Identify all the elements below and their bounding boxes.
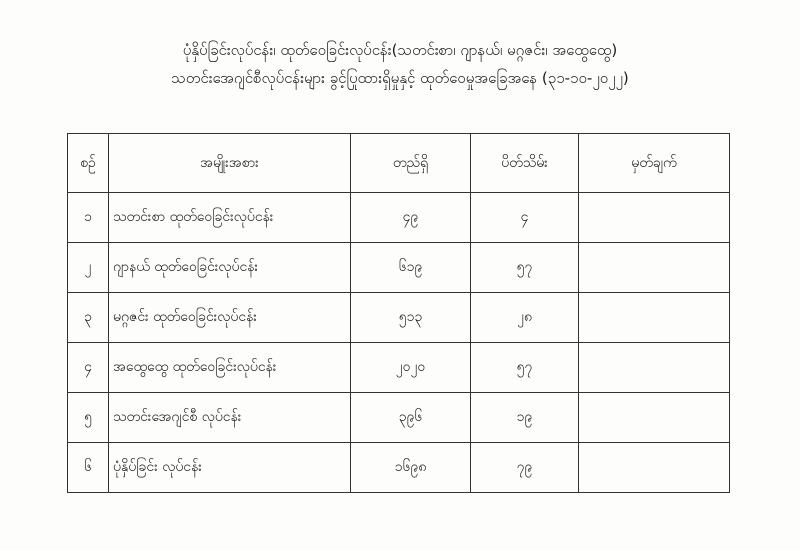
header-no: စဉ် (67, 133, 109, 193)
cell-remark (578, 292, 730, 343)
document-title-line-2: သတင်းအေဂျင်စီလုပ်ငန်းများ ခွင့်ပြုထားရှိ… (171, 69, 629, 87)
cell-type: ဂျာနယ် ထုတ်ဝေခြင်းလုပ်ငန်း (108, 242, 351, 293)
cell-remark (578, 442, 730, 493)
cell-existing: ၄၉ (350, 192, 471, 243)
cell-type: မဂ္ဂဇင်း ထုတ်ဝေခြင်းလုပ်ငန်း (108, 292, 351, 343)
table-header-row: စဉ် အမျိုးအစား တည်ရှိ ပိတ်သိမ်း မှတ်ချက် (67, 133, 730, 193)
cell-existing: ၅၁၃ (350, 292, 471, 343)
table-row: ၂ဂျာနယ် ထုတ်ဝေခြင်းလုပ်ငန်း ၆၁၉ ၅၇ (67, 242, 730, 293)
cell-no: ၆ (67, 442, 109, 493)
header-existing: တည်ရှိ (350, 133, 471, 193)
cell-closed: ၅၇ (470, 342, 579, 393)
cell-remark (578, 392, 730, 443)
cell-closed: ၇၉ (470, 442, 579, 493)
cell-remark (578, 192, 730, 243)
cell-type: သတင်းစာ ထုတ်ဝေခြင်းလုပ်ငန်း (108, 192, 351, 243)
table-row: ၆ပုံနှိပ်ခြင်း လုပ်ငန်း ၁၆၉၈ ၇၉ (67, 442, 730, 493)
cell-existing: ၆၁၉ (350, 242, 471, 293)
cell-existing: ၂၀၂၀ (350, 342, 471, 393)
cell-existing: ၃၉၆ (350, 392, 471, 443)
cell-existing: ၁၆၉၈ (350, 442, 471, 493)
header-type: အမျိုးအစား (108, 133, 351, 193)
cell-remark (578, 242, 730, 293)
table-row: ၅သတင်းအေဂျင်စီ လုပ်ငန်း ၃၉၆ ၁၉ (67, 392, 730, 443)
document-title-line-1: ပုံနှိပ်ခြင်းလုပ်ငန်း၊ ထုတ်ဝေခြင်းလုပ်ငန… (182, 41, 618, 59)
cell-closed: ၂၈ (470, 292, 579, 343)
cell-no: ၂ (67, 242, 109, 293)
table-row: ၄အထွေထွေ ထုတ်ဝေခြင်းလုပ်ငန်း ၂၀၂၀ ၅၇ (67, 342, 730, 393)
cell-remark (578, 342, 730, 393)
header-closed: ပိတ်သိမ်း (470, 133, 579, 193)
cell-closed: ၅၇ (470, 242, 579, 293)
header-remark: မှတ်ချက် (578, 133, 730, 193)
cell-type: ပုံနှိပ်ခြင်း လုပ်ငန်း (108, 442, 351, 493)
cell-no: ၄ (67, 342, 109, 393)
cell-type: အထွေထွေ ထုတ်ဝေခြင်းလုပ်ငန်း (108, 342, 351, 393)
cell-closed: ၁၉ (470, 392, 579, 443)
cell-no: ၃ (67, 292, 109, 343)
cell-type: သတင်းအေဂျင်စီ လုပ်ငန်း (108, 392, 351, 443)
table-row: ၃မဂ္ဂဇင်း ထုတ်ဝေခြင်းလုပ်ငန်း ၅၁၃ ၂၈ (67, 292, 730, 343)
data-table: စဉ် အမျိုးအစား တည်ရှိ ပိတ်သိမ်း မှတ်ချက်… (67, 133, 730, 493)
cell-no: ၅ (67, 392, 109, 443)
cell-closed: ၄ (470, 192, 579, 243)
cell-no: ၁ (67, 192, 109, 243)
table-row: ၁သတင်းစာ ထုတ်ဝေခြင်းလုပ်ငန်း ၄၉၄ (67, 192, 730, 243)
